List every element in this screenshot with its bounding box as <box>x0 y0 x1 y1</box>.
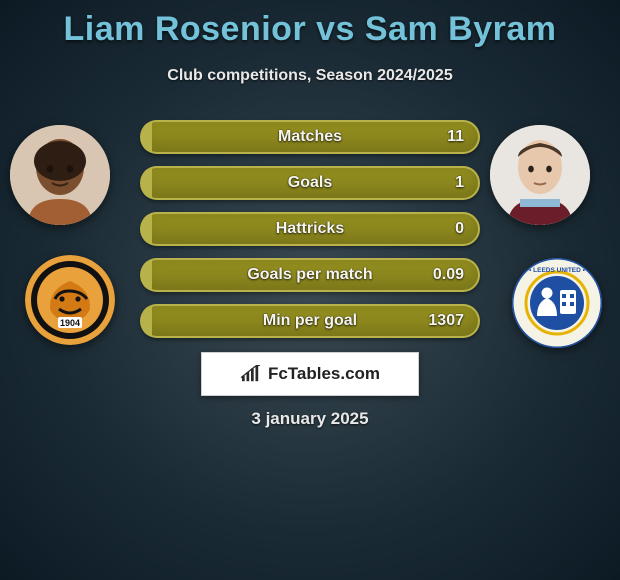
brand-box: FcTables.com <box>201 352 419 396</box>
stats-list: Matches 11 Goals 1 Hattricks 0 Goals per… <box>0 120 620 350</box>
stat-label: Hattricks <box>142 214 478 244</box>
stat-row: Goals 1 <box>140 166 480 200</box>
stat-label: Goals per match <box>142 260 478 290</box>
bar-chart-icon <box>240 365 262 383</box>
stat-value: 1307 <box>428 306 464 336</box>
date-text: 3 january 2025 <box>0 409 620 429</box>
stat-row: Hattricks 0 <box>140 212 480 246</box>
stat-row: Matches 11 <box>140 120 480 154</box>
stat-value: 11 <box>447 122 464 152</box>
stat-value: 0.09 <box>433 260 464 290</box>
subtitle-text: Club competitions, Season 2024/2025 <box>0 67 620 85</box>
stat-value: 1 <box>455 168 464 198</box>
brand-text: FcTables.com <box>268 364 380 384</box>
page-title: Liam Rosenior vs Sam Byram <box>0 0 620 49</box>
stat-row: Goals per match 0.09 <box>140 258 480 292</box>
stat-label: Matches <box>142 122 478 152</box>
infographic-root: Liam Rosenior vs Sam Byram Club competit… <box>0 0 620 580</box>
stat-row: Min per goal 1307 <box>140 304 480 338</box>
stat-value: 0 <box>455 214 464 244</box>
stat-label: Goals <box>142 168 478 198</box>
